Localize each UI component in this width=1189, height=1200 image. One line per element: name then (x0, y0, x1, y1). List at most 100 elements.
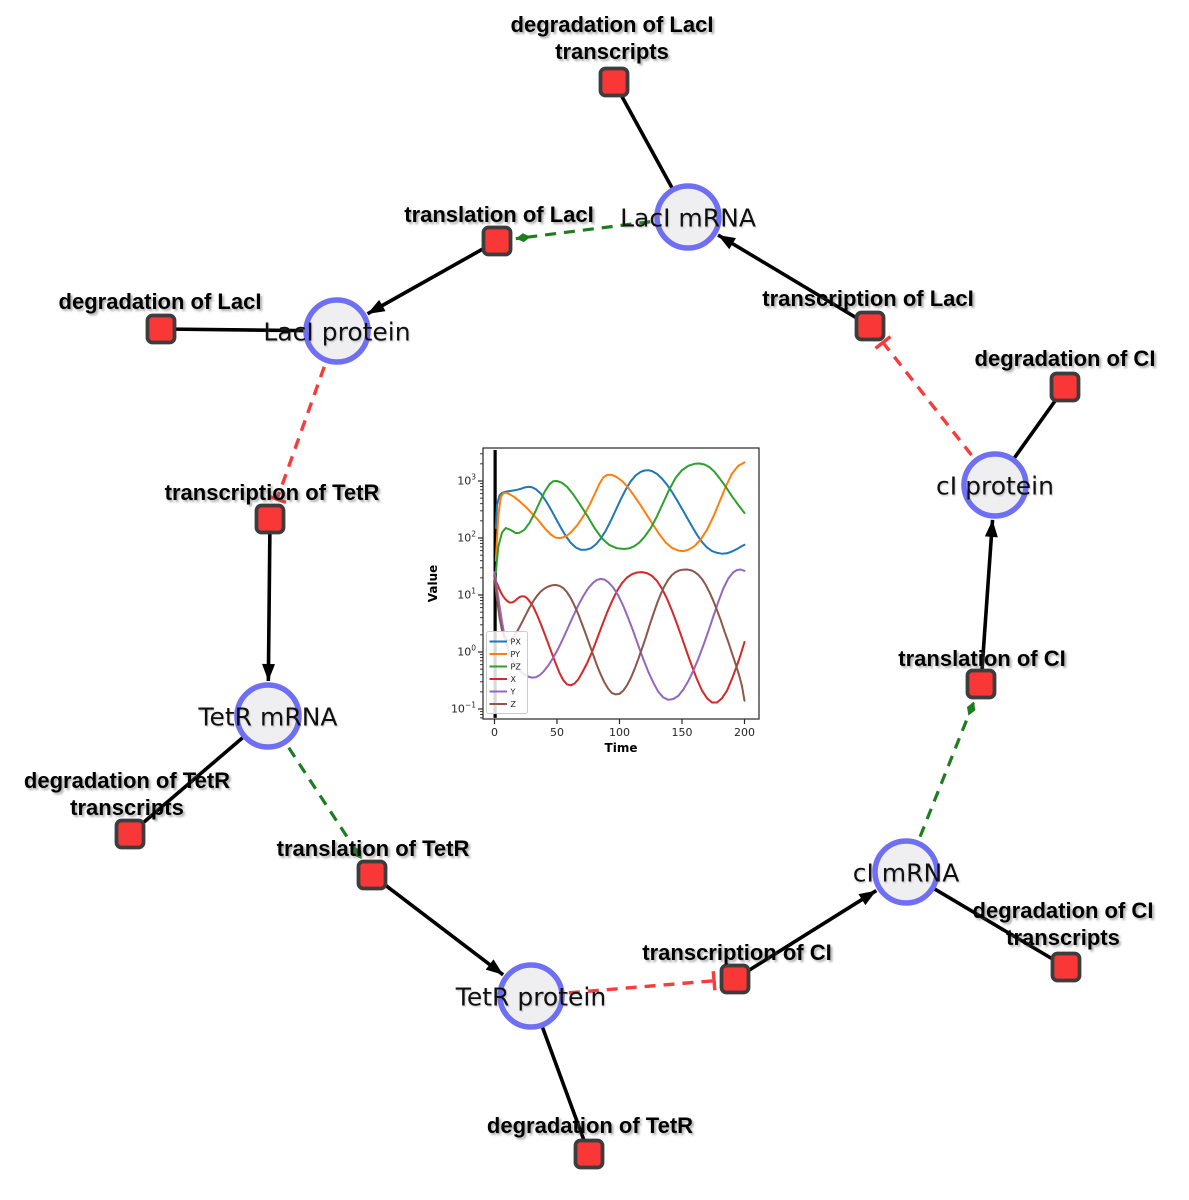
reaction-label-line: transcripts (70, 795, 184, 820)
reaction-label-transl-tetr: translation of TetR (277, 836, 470, 861)
reaction-node-txn-ci[interactable] (719, 963, 751, 995)
reaction-label-transl-laci: translation of LacI (404, 202, 593, 227)
reaction-label-deg-tetr: degradation of TetR (487, 1113, 693, 1138)
reaction-label-line: degradation of TetR (24, 768, 230, 793)
edge-produce-txn-laci-to-laci-mrna (717, 233, 871, 328)
reaction-node-transl-ci[interactable] (965, 668, 997, 700)
reaction-label-deg-laci: degradation of LacI (59, 289, 262, 314)
x-tick-label: 0 (491, 726, 498, 739)
species-node-laci-mrna[interactable] (654, 183, 722, 251)
legend-label-pz: PZ (511, 663, 522, 672)
species-node-tetr-mrna[interactable] (234, 682, 302, 750)
reaction-label-line: degradation of CI (975, 346, 1156, 371)
y-tick-base: 10 (451, 703, 465, 716)
plot-curves (493, 449, 746, 718)
edge-modifier-ci-mrna-to-transl-ci (904, 701, 976, 873)
species-node-ci-protein[interactable] (961, 451, 1029, 519)
reaction-node-txn-laci[interactable] (854, 310, 886, 342)
y-tick-label: 101 (457, 587, 476, 602)
edge-inhibit-tetr-protein-to-txn-ci (530, 971, 717, 998)
species-label-ci-mrna: cI mRNA (853, 859, 960, 888)
species-node-tetr-protein[interactable] (497, 962, 565, 1030)
reaction-label-line: degradation of TetR (487, 1113, 693, 1138)
species-label-tetr-protein: TetR protein (455, 983, 606, 1012)
y-tick-label: 100 (457, 644, 476, 659)
labels-layer: LacI mRNA LacI protein TetR mRNA TetR prote… (24, 12, 1156, 1138)
reaction-label-line: translation of LacI (404, 202, 593, 227)
species-label-ci-protein: cI protein (936, 472, 1054, 501)
reaction-label-line: translation of TetR (277, 836, 470, 861)
legend-label-x: X (511, 675, 517, 684)
legend-label-py: PY (511, 650, 521, 659)
y-tick-base: 10 (457, 589, 471, 602)
reaction-label-line: transcription of TetR (165, 480, 380, 505)
plot-legend: PX PY PZ XYZ (486, 631, 528, 714)
reaction-node-deg-tetr-tx[interactable] (114, 818, 146, 850)
legend-label-z: Z (511, 700, 517, 709)
y-tick-label: 10−1 (451, 701, 476, 716)
legend-label-y: Y (510, 688, 516, 697)
reaction-label-deg-ci: degradation of CI (975, 346, 1156, 371)
reaction-node-txn-tetr[interactable] (254, 503, 286, 535)
nodes-layer (114, 66, 1082, 1170)
reaction-label-line: transcription of CI (642, 940, 831, 965)
reaction-label-txn-laci: transcription of LacI (762, 286, 973, 311)
species-node-ci-mrna[interactable] (872, 838, 940, 906)
edge-produce-transl-tetr-to-tetr-protein (370, 873, 505, 977)
reaction-node-deg-laci-tx[interactable] (598, 66, 630, 98)
y-tick-exponent: 3 (471, 473, 476, 482)
x-tick-label: 100 (609, 726, 630, 739)
y-tick-exponent: 1 (471, 587, 476, 596)
reaction-label-line: transcripts (555, 39, 669, 64)
y-tick-label: 102 (457, 530, 476, 545)
edge-produce-txn-ci-to-ci-mrna (734, 889, 878, 981)
reaction-label-line: transcripts (1006, 925, 1120, 950)
edge-produce-txn-tetr-to-tetr-mrna (262, 518, 276, 682)
y-tick-base: 10 (457, 475, 471, 488)
species-label-laci-mrna: LacI mRNA (620, 204, 756, 233)
species-label-laci-protein: LacI protein (263, 318, 410, 347)
legend-label-px: PX (511, 638, 522, 647)
species-node-laci-protein[interactable] (303, 297, 371, 365)
x-tick-label: 200 (734, 726, 755, 739)
plot-frame (482, 447, 760, 720)
edge-produce-transl-laci-to-laci-protein (366, 239, 498, 316)
x-tick-label: 50 (550, 726, 564, 739)
y-tick-base: 10 (457, 532, 471, 545)
reaction-node-deg-ci[interactable] (1049, 371, 1081, 403)
reaction-label-line: translation of CI (898, 646, 1065, 671)
reaction-node-deg-ci-tx[interactable] (1050, 951, 1082, 983)
series-line-px (494, 469, 746, 555)
reaction-label-txn-tetr: transcription of TetR (165, 480, 380, 505)
x-axis-label: Time (605, 741, 638, 755)
reaction-node-transl-tetr[interactable] (356, 859, 388, 891)
reaction-label-txn-ci: transcription of CI (642, 940, 831, 965)
species-label-tetr-mrna: TetR mRNA (197, 703, 337, 732)
y-tick-label: 103 (457, 473, 476, 488)
reaction-label-deg-ci-tx: degradation of CI transcripts (973, 898, 1154, 950)
series-line-py (494, 461, 746, 562)
reaction-label-line: degradation of LacI (59, 289, 262, 314)
x-tick-label: 150 (672, 726, 693, 739)
reaction-label-deg-tetr-tx: degradation of TetR transcripts (24, 768, 230, 820)
reaction-label-line: degradation of LacI (511, 12, 714, 37)
reaction-node-deg-tetr[interactable] (573, 1138, 605, 1170)
y-tick-exponent: 2 (471, 530, 476, 539)
series-line-x (493, 571, 746, 704)
reaction-label-transl-ci: translation of CI (898, 646, 1065, 671)
y-tick-exponent: −1 (465, 701, 476, 710)
y-tick-exponent: 0 (471, 644, 476, 653)
edge-produce-transl-ci-to-ci-protein (979, 519, 998, 685)
reaction-node-deg-laci[interactable] (145, 313, 177, 345)
series-line-z (493, 568, 746, 702)
series-line-pz (494, 462, 746, 574)
reaction-label-line: degradation of CI (973, 898, 1154, 923)
legend-box (486, 631, 528, 714)
y-axis-label: Value (426, 565, 440, 603)
reaction-node-transl-laci[interactable] (481, 225, 513, 257)
y-tick-base: 10 (457, 646, 471, 659)
reaction-label-line: transcription of LacI (762, 286, 973, 311)
